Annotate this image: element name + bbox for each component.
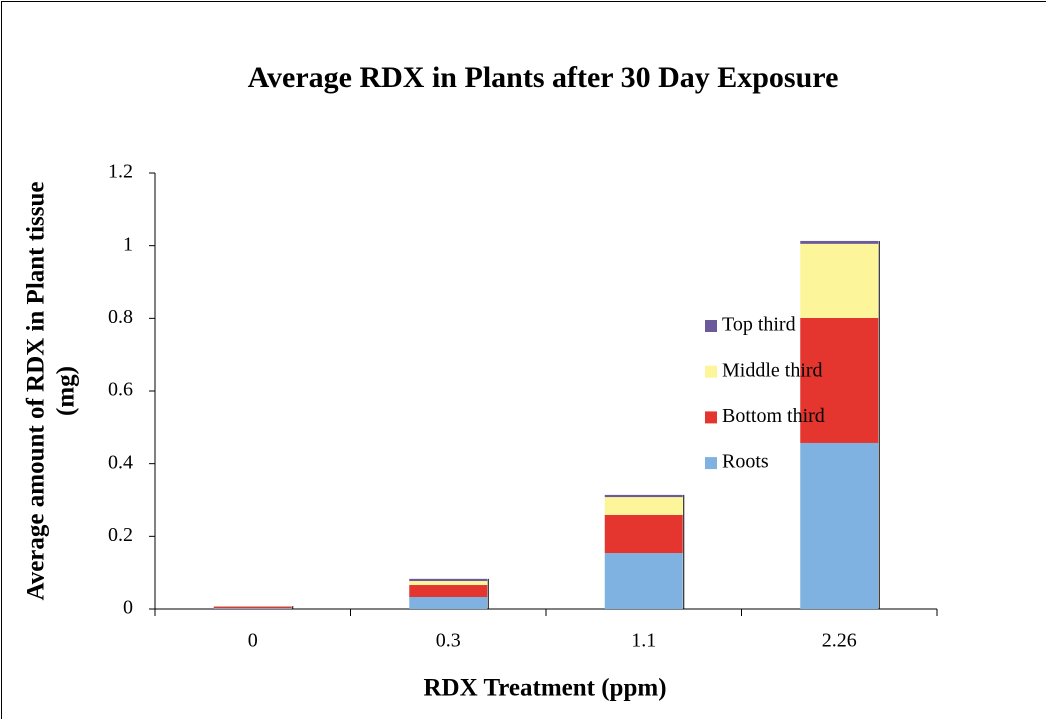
bar-segment <box>800 243 879 318</box>
bar-segment <box>409 585 488 598</box>
bar-segment <box>213 608 292 609</box>
legend-label: Top third <box>722 314 796 336</box>
legend-swatch <box>705 365 717 378</box>
bar-segment <box>800 317 879 443</box>
legend-label: Bottom third <box>722 405 825 427</box>
x-tick-label: 0 <box>248 630 258 652</box>
y-tick-label: 0.4 <box>108 451 133 473</box>
bar-segment <box>604 514 683 554</box>
y-axis-title: (mg) <box>53 366 80 416</box>
y-tick-label: 0 <box>123 597 133 619</box>
bar-segment <box>800 240 879 244</box>
legend-label: Middle third <box>722 359 823 381</box>
chart-title: Average RDX in Plants after 30 Day Expos… <box>248 61 839 94</box>
x-tick-label: 1.1 <box>631 630 656 652</box>
y-tick-label: 1.2 <box>108 161 133 183</box>
y-tick-label: 0.8 <box>108 306 133 328</box>
bar-segment <box>213 606 292 609</box>
y-tick-label: 0.2 <box>108 524 133 546</box>
bar-segment <box>409 581 488 586</box>
legend-swatch <box>705 411 717 424</box>
bar-segment <box>604 494 683 498</box>
x-axis-title: RDX Treatment (ppm) <box>423 675 666 702</box>
bar-segment <box>604 553 683 609</box>
legend-label: Roots <box>722 451 769 473</box>
x-tick-label: 2.26 <box>822 630 857 652</box>
bar-segment <box>409 578 488 582</box>
y-tick-label: 1 <box>123 233 133 255</box>
bar-segment <box>409 597 488 609</box>
y-tick-label: 0.6 <box>108 379 133 401</box>
bar-segment <box>800 442 879 609</box>
legend-swatch <box>705 320 717 332</box>
y-axis-title: Average amount of RDX in Plant tissue <box>23 182 50 601</box>
x-tick-label: 0.3 <box>436 630 461 652</box>
bar-segment <box>604 497 683 515</box>
legend-swatch <box>705 457 717 470</box>
